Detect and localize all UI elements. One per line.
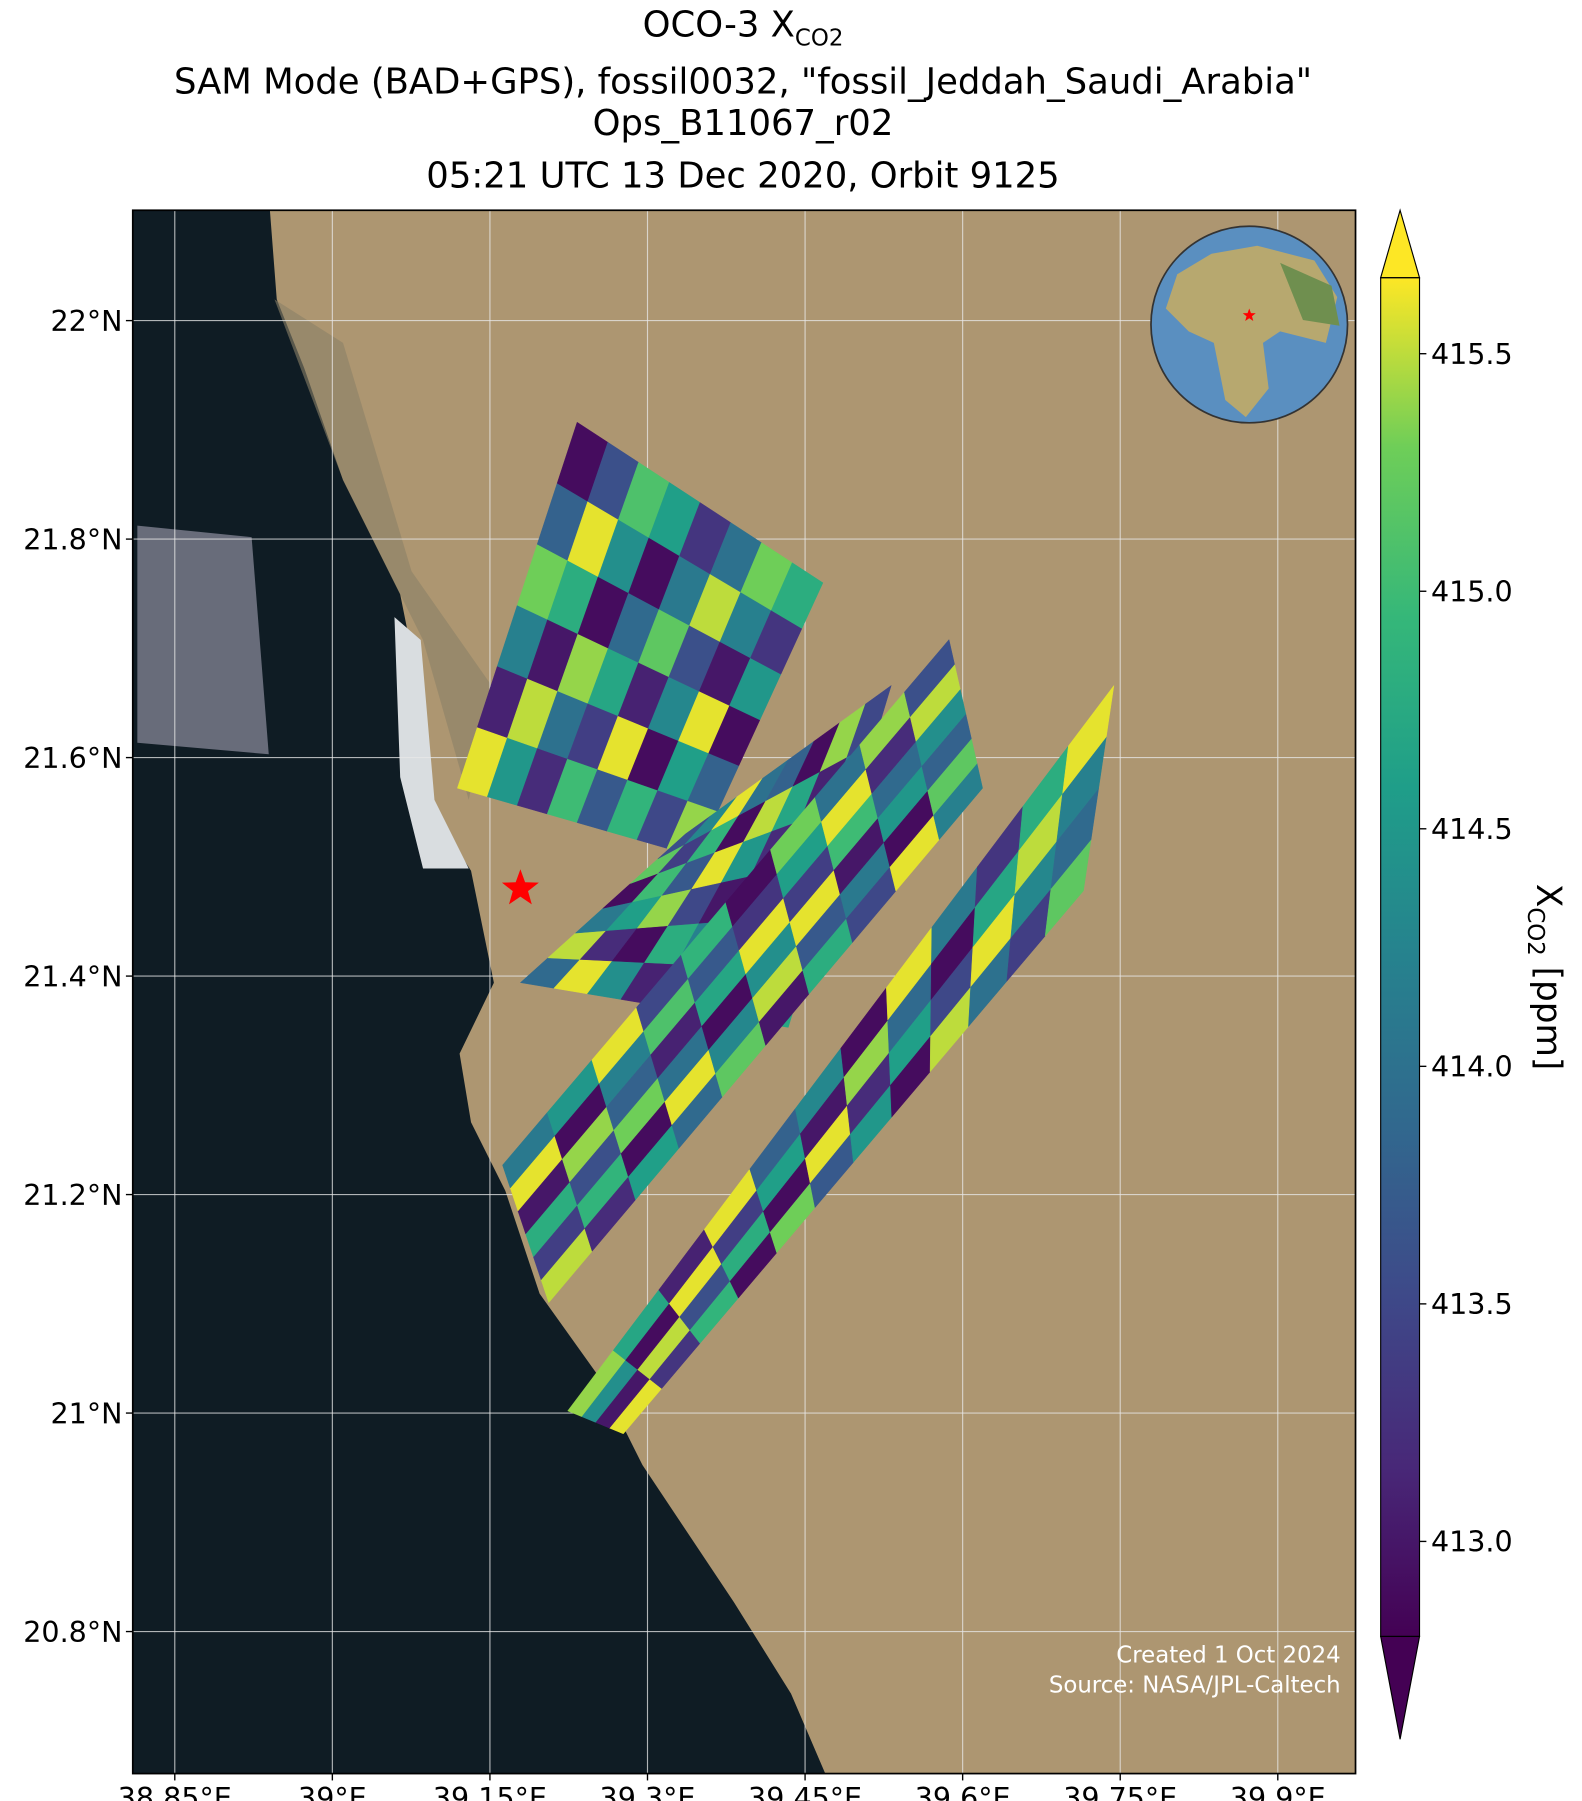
colorbar-frame [1380, 277, 1421, 1638]
title-lead: OCO-3 X [643, 5, 795, 46]
city [274, 299, 492, 800]
sounding [771, 562, 824, 629]
sounding [1062, 685, 1115, 795]
colorbar-tick-label: 415.0 [1431, 575, 1513, 609]
reef [137, 525, 269, 755]
colorbar-label-tail: [ppm] [1528, 956, 1568, 1071]
map-frame [131, 209, 1357, 1775]
x-tick-label: 39.9°E [1230, 1781, 1326, 1801]
colorbar-body [1380, 277, 1420, 1637]
footer-text: Source: NASA/JPL-Caltech [1049, 1672, 1341, 1698]
title: OCO-3 XCO2 SAM Mode (BAD+GPS), fossil003… [174, 5, 1312, 197]
footer-text: Created 1 Oct 2024 [1116, 1643, 1340, 1669]
x-tick-label: 38.85°E [118, 1781, 232, 1801]
colorbar-label-sub: CO2 [1522, 907, 1548, 955]
y-tick-label: 20.8°N [23, 1615, 122, 1649]
y-tick-label: 21.2°N [23, 1178, 122, 1212]
y-tick-label: 21.4°N [23, 959, 122, 993]
colorbar-label-lead: X [1528, 884, 1568, 907]
inset-globe [1150, 225, 1349, 424]
title-line: OCO-3 XCO2 [643, 5, 844, 52]
colorbar-label: XCO2 [ppm] [1522, 884, 1568, 1070]
shore [394, 617, 469, 869]
x-tick-label: 39.15°E [433, 1781, 547, 1801]
y-tick-label: 21°N [51, 1396, 123, 1430]
y-tick-label: 21.6°N [23, 741, 122, 775]
subtitle: 05:21 UTC 13 Dec 2020, Orbit 9125 [426, 155, 1059, 196]
colorbar-tick-label: 413.5 [1431, 1287, 1513, 1321]
basemap [132, 210, 1356, 1774]
x-tick-label: 39.6°E [915, 1781, 1011, 1801]
title-sub: CO2 [795, 26, 843, 52]
colorbar: XCO2 [ppm] 413.0 413.5 414.0 414.5 415.0 415.… [1379, 208, 1568, 1740]
colorbar-tick-label: 415.5 [1431, 337, 1513, 371]
globe-land [1280, 262, 1340, 326]
globe-site [1242, 308, 1256, 321]
x-tick-label: 39.3°E [600, 1781, 696, 1801]
subtitle: Ops_B11067_r02 [593, 103, 894, 144]
x-tick-label: 39.45°E [748, 1781, 862, 1801]
sounding [904, 639, 955, 718]
subtitle: SAM Mode (BAD+GPS), fossil0032, "fossil_… [174, 62, 1312, 103]
soundings [457, 421, 1115, 1435]
y-tick-label: 21.8°N [23, 522, 122, 556]
site-marker [501, 869, 539, 905]
x-tick-label: 39°E [298, 1781, 367, 1801]
x-tick-label: 39.75°E [1063, 1781, 1177, 1801]
colorbar-extend-max [1379, 208, 1421, 279]
sea [132, 210, 826, 1774]
colorbar-tick-label: 413.0 [1431, 1525, 1513, 1559]
colorbar-tick-label: 414.0 [1431, 1050, 1513, 1084]
footer: Created 1 Oct 2024 Source: NASA/JPL-Calt… [1049, 1643, 1341, 1699]
colorbar-tick-label: 414.5 [1431, 812, 1513, 846]
colorbar-extend-min [1379, 1635, 1421, 1740]
y-tick-label: 22°N [51, 304, 123, 338]
